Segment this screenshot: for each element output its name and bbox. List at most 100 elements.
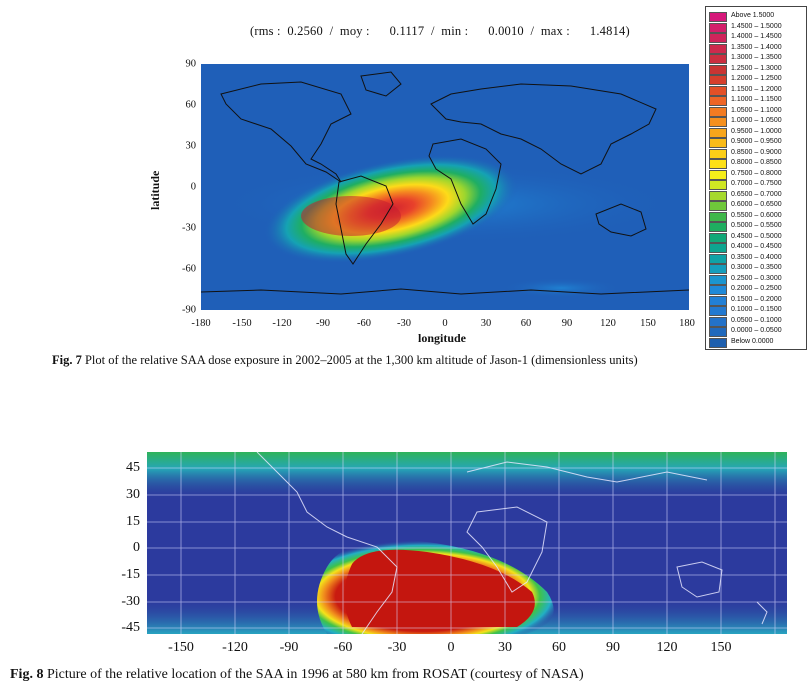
fig7-xtick: 60 (520, 318, 532, 329)
legend-label: 0.5000 – 0.5500 (731, 222, 782, 229)
legend-swatch (709, 106, 727, 117)
fig8-xtick: -120 (222, 640, 248, 655)
legend-label: 1.1000 – 1.1500 (731, 96, 782, 103)
fig7-xtick: -30 (397, 318, 411, 329)
fig8-map-svg (147, 452, 787, 634)
legend-swatch (709, 127, 727, 138)
coastlines (201, 71, 689, 295)
fig8-ytick: 15 (126, 514, 140, 529)
legend-swatch (709, 33, 727, 43)
legend-swatch (709, 264, 727, 274)
legend-swatch (709, 159, 727, 169)
legend-swatch (709, 138, 727, 148)
fig7-dose-map (201, 64, 689, 310)
legend-label: 0.1500 – 0.2000 (731, 295, 782, 303)
legend-label: 1.3000 – 1.3500 (731, 54, 782, 61)
fig7-xtick: -90 (316, 318, 330, 329)
fig7-y-axis-label: latitude (148, 170, 162, 210)
legend-label: 0.0500 – 0.1000 (731, 316, 782, 324)
fig7-ytick: -90 (182, 304, 196, 316)
legend-label: 0.3000 – 0.3500 (731, 264, 782, 271)
legend-label: 1.3500 – 1.4000 (731, 43, 782, 51)
legend-swatch (709, 222, 727, 232)
legend-label: 0.9000 – 0.9500 (731, 138, 782, 145)
legend-label: 0.4500 – 0.5000 (731, 232, 782, 240)
legend-swatch (709, 201, 727, 211)
fig7-color-legend: Above 1.5000 1.4500 – 1.5000 1.4000 – 1.45… (705, 6, 807, 350)
legend-swatch (709, 54, 727, 64)
fig7-xtick: 180 (679, 318, 695, 329)
fig8-xtick: -30 (387, 640, 407, 655)
legend-label: 1.4500 – 1.5000 (731, 22, 782, 30)
fig8-coastlines (256, 452, 768, 634)
legend-swatch (709, 253, 727, 264)
legend-swatch (709, 327, 727, 337)
fig7-xtick: -120 (272, 318, 292, 329)
fig8-caption: Fig. 8 Picture of the relative location … (10, 667, 584, 683)
legend-label: 0.7000 – 0.7500 (731, 180, 782, 187)
fig8-ytick: -30 (121, 594, 140, 609)
fig8-xtick: 60 (552, 640, 566, 655)
legend-label: 1.0000 – 1.0500 (731, 117, 782, 124)
fig7-xtick: 90 (561, 318, 573, 329)
fig7-ytick: -30 (182, 222, 196, 234)
legend-label: 1.2000 – 1.2500 (731, 75, 782, 82)
legend-label: 0.2000 – 0.2500 (731, 285, 782, 292)
legend-swatch (709, 169, 727, 180)
legend-swatch (709, 43, 727, 54)
legend-swatch (709, 285, 727, 295)
legend-label: 1.0500 – 1.1000 (731, 106, 782, 114)
fig7-ytick: 0 (190, 181, 196, 193)
fig7-caption-label: Fig. 7 (52, 353, 82, 367)
fig7-xtick: 150 (640, 318, 656, 329)
legend-label: 0.8000 – 0.8500 (731, 159, 782, 166)
fig8-xtick: 150 (710, 640, 732, 655)
fig7-xtick: 30 (480, 318, 492, 329)
legend-swatch (709, 316, 727, 327)
fig8-ytick: 30 (126, 487, 140, 502)
legend-swatch (709, 75, 727, 85)
legend-label: 0.7500 – 0.8000 (731, 169, 782, 177)
legend-swatch (709, 306, 727, 316)
legend-swatch (709, 22, 727, 33)
fig7-xtick: 0 (442, 318, 448, 329)
legend-label: Above 1.5000 (731, 12, 775, 19)
legend-swatch (709, 211, 727, 222)
fig8-ytick: 45 (126, 460, 140, 475)
legend-swatch (709, 12, 727, 22)
legend-swatch (709, 274, 727, 285)
fig8-xtick: 90 (606, 640, 620, 655)
legend-label: 1.4000 – 1.4500 (731, 33, 782, 40)
legend-swatch (709, 295, 727, 306)
fig7-ytick: -60 (182, 263, 196, 275)
fig7-ytick: 30 (185, 140, 197, 152)
legend-swatch (709, 232, 727, 243)
fig7-xtick: -150 (232, 318, 252, 329)
legend-swatch (709, 85, 727, 96)
fig7-ytick: 90 (185, 58, 197, 70)
legend-label: 0.9500 – 1.0000 (731, 127, 782, 135)
fig8-xtick: 120 (656, 640, 678, 655)
fig8-xtick: 30 (498, 640, 512, 655)
fig7-map-svg (201, 64, 689, 310)
fig7-xtick: -180 (191, 318, 211, 329)
fig8-xtick: -90 (279, 640, 299, 655)
fig8-caption-label: Fig. 8 (10, 667, 44, 682)
legend-swatch (709, 148, 727, 159)
fig8-ytick: -15 (121, 567, 140, 582)
legend-swatch (709, 243, 727, 253)
legend-swatch (709, 64, 727, 75)
legend-label: 1.2500 – 1.3000 (731, 64, 782, 72)
legend-label: 0.5500 – 0.6000 (731, 211, 782, 219)
fig7-x-axis-label: longitude (418, 331, 467, 345)
statistics-line: (rms : 0.2560 / moy : 0.1117 / min : 0.0… (250, 24, 630, 38)
legend-label: 0.6500 – 0.7000 (731, 190, 782, 198)
legend-label: 0.4000 – 0.4500 (731, 243, 782, 250)
legend-label: 0.6000 – 0.6500 (731, 201, 782, 208)
legend-label: 0.2500 – 0.3000 (731, 274, 782, 282)
fig7-ytick: 60 (185, 99, 197, 111)
fig7-xtick: 120 (600, 318, 616, 329)
legend-swatch (709, 117, 727, 127)
legend-label: 0.3500 – 0.4000 (731, 253, 782, 261)
fig8-grid (147, 452, 787, 634)
